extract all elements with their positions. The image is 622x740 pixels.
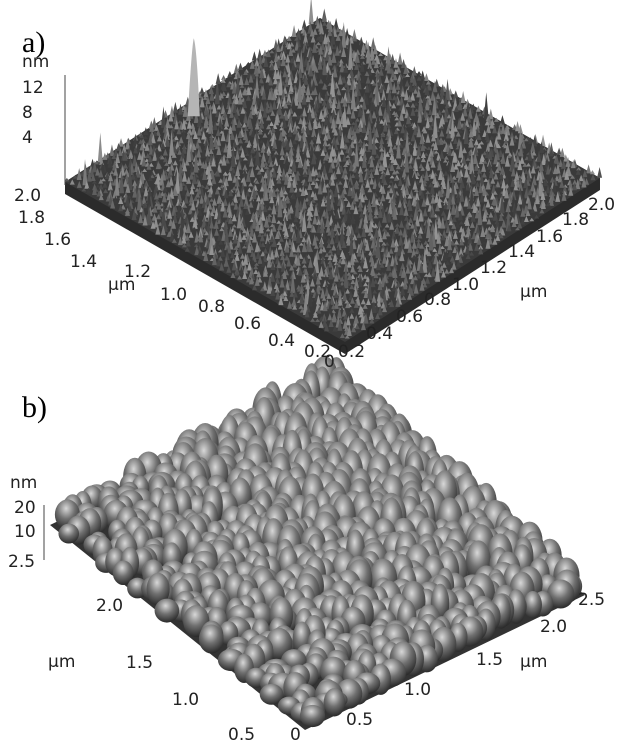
right-tick-label: 2.5: [578, 590, 605, 610]
surface-b: [44, 356, 585, 730]
spike: [210, 84, 215, 88]
left-tick-label: 1.8: [18, 208, 45, 228]
right-tick-label: 0.8: [424, 290, 451, 310]
z-tick-label: 8: [22, 103, 33, 123]
left-tick-label: 2.0: [96, 596, 123, 616]
spike: [98, 132, 103, 162]
tall-spike: [188, 38, 200, 116]
right-tick-label: 1.8: [562, 210, 589, 230]
bump: [199, 624, 224, 653]
z-tick-label: 20: [14, 498, 36, 518]
left-unit: µm: [48, 652, 75, 672]
spike: [586, 164, 591, 173]
right-tick-label: 0: [324, 352, 335, 372]
right-tick-label: 0.6: [396, 307, 423, 327]
spike: [252, 51, 257, 60]
z-tick-label: 10: [14, 522, 36, 542]
left-tick-label: 0: [290, 725, 301, 740]
left-unit: µm: [108, 275, 135, 295]
z-tick-label: 4: [22, 128, 33, 148]
left-tick-label: 0.8: [198, 297, 225, 317]
spike: [173, 102, 178, 113]
right-tick-label: 0.4: [366, 324, 393, 344]
spike: [420, 70, 425, 79]
right-tick-label: 1.0: [404, 680, 431, 700]
spike: [417, 71, 422, 75]
left-tick-label: 0.6: [234, 314, 261, 334]
spike: [309, 0, 314, 24]
spike: [109, 144, 114, 156]
z-unit: nm: [22, 52, 49, 72]
right-tick-label: 1.4: [508, 242, 535, 262]
spike: [461, 91, 466, 103]
right-unit: µm: [520, 282, 547, 302]
spike: [302, 20, 307, 29]
right-tick-label: 2.0: [540, 617, 567, 637]
right-unit: µm: [520, 652, 547, 672]
spike: [227, 71, 232, 77]
spike: [216, 73, 221, 84]
right-tick-label: 1.2: [480, 258, 507, 278]
right-tick-label: 1.6: [536, 227, 563, 247]
right-tick-label: 0.5: [346, 710, 373, 730]
right-tick-label: 2.0: [588, 195, 615, 215]
left-tick-label: 1.4: [70, 252, 97, 272]
spike: [292, 25, 297, 37]
right-tick-label: 1.5: [476, 650, 503, 670]
z-unit: nm: [10, 473, 37, 493]
bump: [58, 524, 79, 544]
left-tick-label: 1.0: [160, 285, 187, 305]
right-tick-label: 0.2: [338, 342, 365, 362]
spike: [597, 167, 602, 178]
bump: [300, 705, 325, 727]
z-tick-label: 12: [22, 78, 44, 98]
right-tick-label: 1.0: [452, 275, 479, 295]
figure: a)nm12842.01.81.61.41.21.00.80.60.40.2µm…: [0, 0, 622, 740]
bump: [324, 688, 345, 716]
left-tick-label: 0.4: [268, 331, 295, 351]
panel-label: b): [22, 391, 47, 424]
left-tick-label: 2.0: [14, 186, 41, 206]
spike: [484, 92, 489, 119]
spike: [398, 53, 403, 65]
left-tick-label: 0.5: [228, 725, 255, 740]
left-tick-label: 1.5: [126, 653, 153, 673]
spike: [238, 63, 243, 70]
left-tick-label: 2.5: [8, 552, 35, 572]
left-tick-label: 1.0: [172, 690, 199, 710]
spike: [424, 73, 429, 81]
left-tick-label: 1.6: [44, 230, 71, 250]
bump: [155, 599, 180, 623]
spike: [500, 115, 505, 124]
spike: [234, 64, 239, 73]
